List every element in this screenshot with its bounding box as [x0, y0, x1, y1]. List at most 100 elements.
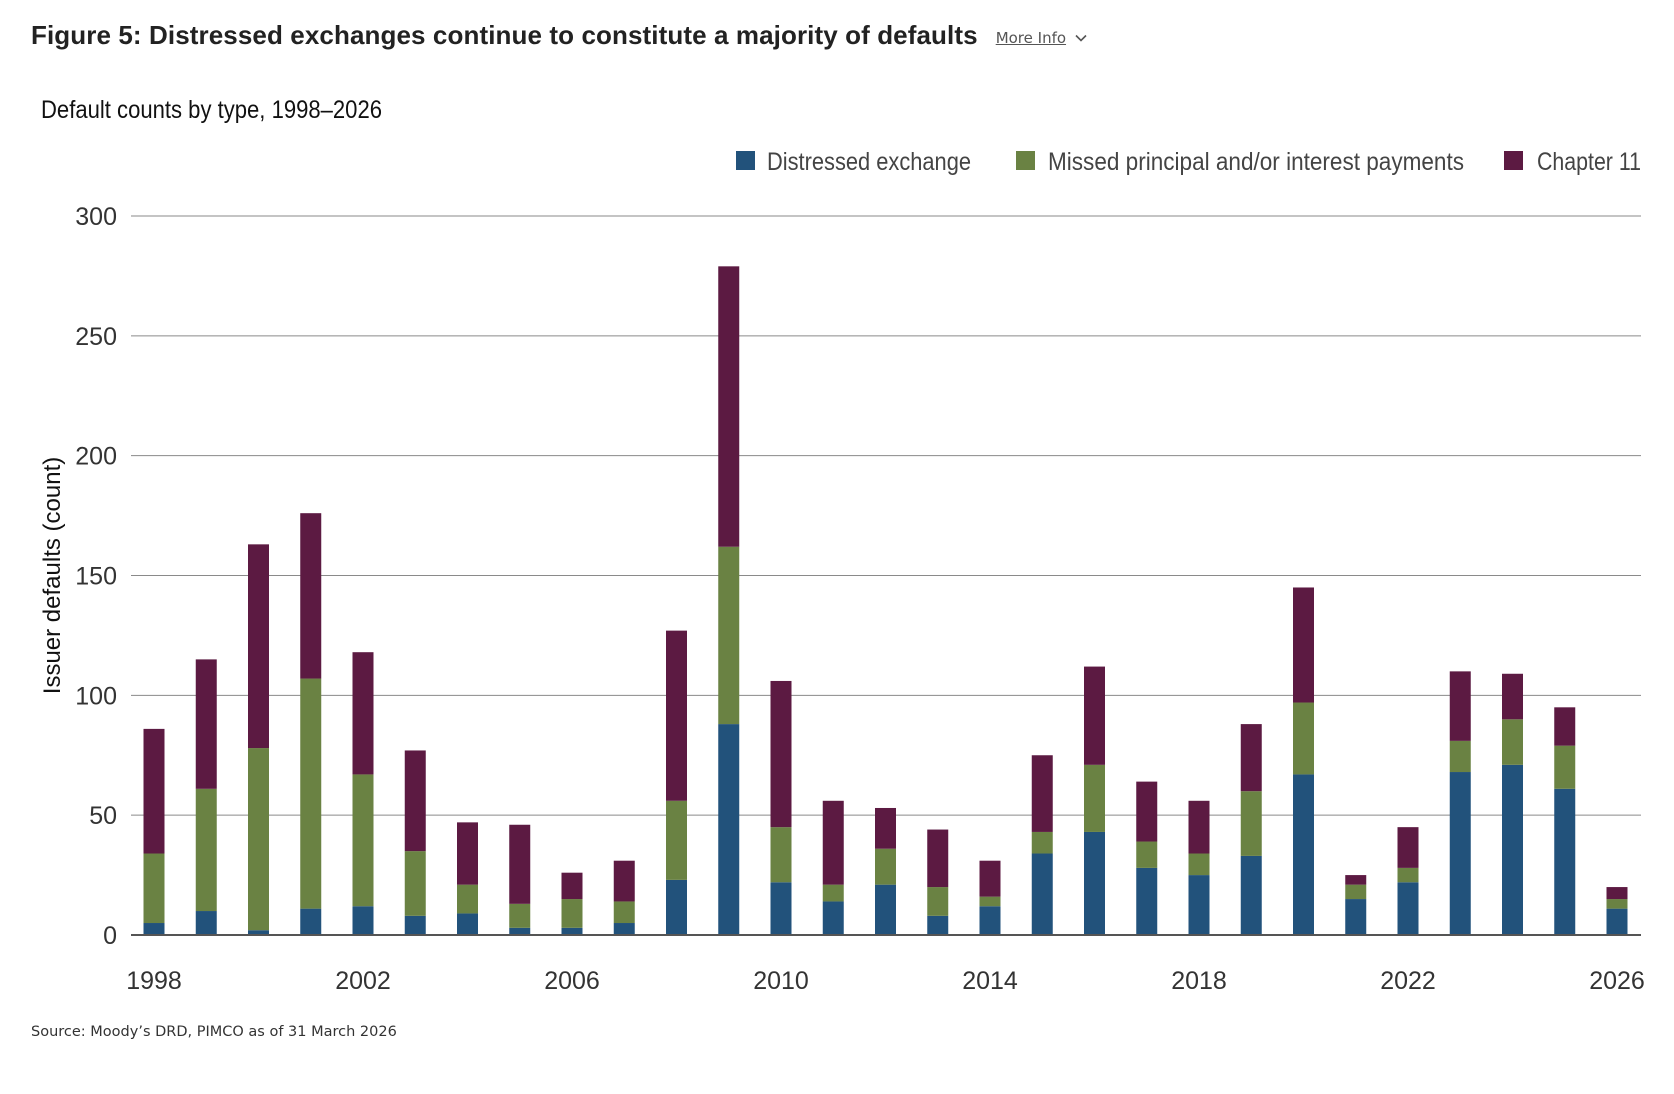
more-info-toggle[interactable]: More Info	[996, 29, 1088, 47]
bar-segment-distressed-exchange-2000	[248, 930, 269, 935]
bar-segment-distressed-exchange-2012	[875, 884, 896, 935]
bar-segment-chapter-11-2001	[300, 513, 322, 679]
bar-segment-missed-payments-2011	[822, 884, 844, 902]
bar-segment-missed-payments-2002	[352, 774, 374, 907]
bar-segment-distressed-exchange-1998	[143, 923, 165, 935]
bar-segment-missed-payments-2009	[718, 546, 740, 725]
bar-segment-chapter-11-2025	[1554, 707, 1576, 746]
bar-segment-missed-payments-2007	[613, 901, 635, 924]
bar-segment-distressed-exchange-2024	[1502, 764, 1523, 935]
bar-segment-distressed-exchange-2014	[979, 906, 1001, 935]
bar-segment-chapter-11-2011	[822, 800, 844, 885]
bar-segment-distressed-exchange-2023	[1449, 772, 1471, 935]
bar-segment-distressed-exchange-2018	[1188, 875, 1210, 935]
y-tick-label: 50	[89, 802, 117, 830]
bar-segment-chapter-11-1998	[143, 728, 165, 854]
chart-subtitle: Default counts by type, 1998–2026	[41, 96, 382, 124]
bar-segment-distressed-exchange-2008	[666, 879, 687, 935]
bar-segment-chapter-11-2024	[1502, 673, 1523, 720]
bar-segment-chapter-11-2021	[1345, 875, 1367, 885]
bar-segment-distressed-exchange-2020	[1293, 774, 1314, 935]
bar-segment-missed-payments-2010	[770, 827, 792, 883]
legend-swatch	[736, 151, 755, 170]
bar-segment-missed-payments-2017	[1136, 841, 1158, 868]
bar-segment-missed-payments-2021	[1345, 884, 1367, 900]
bar-segment-missed-payments-2020	[1293, 702, 1314, 775]
bar-segment-chapter-11-2010	[770, 680, 792, 828]
bar-segment-chapter-11-2020	[1293, 587, 1314, 703]
bar-segment-missed-payments-2014	[979, 896, 1001, 907]
y-tick-label: 200	[75, 443, 117, 471]
legend-swatch	[1504, 151, 1523, 170]
bar-segment-chapter-11-2023	[1449, 671, 1471, 741]
bar-segment-distressed-exchange-2021	[1345, 899, 1367, 935]
bar-segment-missed-payments-2015	[1031, 831, 1053, 854]
bar-segment-chapter-11-2008	[666, 630, 687, 801]
bar-segment-missed-payments-2018	[1188, 853, 1210, 876]
bar-segment-chapter-11-2013	[927, 829, 949, 888]
bar-segment-missed-payments-2001	[300, 678, 322, 909]
legend-label: Distressed exchange	[767, 148, 971, 176]
bar-segment-chapter-11-2022	[1397, 827, 1419, 868]
bar-segment-chapter-11-2026	[1606, 887, 1628, 900]
bar-segment-distressed-exchange-2026	[1606, 908, 1628, 935]
bar-segment-missed-payments-2019	[1240, 791, 1262, 856]
bar-segment-chapter-11-2019	[1240, 724, 1262, 792]
bar-segment-distressed-exchange-2002	[352, 906, 374, 935]
chevron-down-icon	[1075, 34, 1087, 42]
x-tick-label: 2026	[1589, 967, 1645, 995]
bar-segment-chapter-11-2004	[457, 822, 478, 885]
y-axis-label: Issuer defaults (count)	[39, 457, 66, 694]
bar-segment-missed-payments-2000	[248, 748, 269, 931]
bar-segment-distressed-exchange-2010	[770, 882, 792, 935]
bar-segment-missed-payments-2024	[1502, 719, 1523, 765]
legend-swatch	[1016, 151, 1035, 170]
bar-segment-distressed-exchange-2017	[1136, 867, 1158, 935]
bar-segment-distressed-exchange-2006	[561, 927, 583, 935]
bar-segment-distressed-exchange-2003	[404, 915, 426, 935]
bar-segment-distressed-exchange-2011	[822, 901, 844, 935]
bar-segment-distressed-exchange-2016	[1084, 831, 1105, 935]
bar-segment-distressed-exchange-2019	[1240, 855, 1262, 935]
bar-segment-distressed-exchange-1999	[195, 911, 217, 935]
x-tick-label: 2022	[1380, 967, 1436, 995]
bar-segment-missed-payments-2025	[1554, 745, 1576, 789]
bar-segment-missed-payments-2012	[875, 848, 896, 885]
bar-segment-chapter-11-2018	[1188, 800, 1210, 854]
bar-segment-distressed-exchange-2007	[613, 923, 635, 935]
x-tick-label: 2010	[753, 967, 809, 995]
bar-segment-missed-payments-2026	[1606, 899, 1628, 909]
bar-segment-missed-payments-1998	[143, 853, 165, 924]
bar-segment-distressed-exchange-2015	[1031, 853, 1053, 935]
bar-segment-chapter-11-2005	[509, 824, 531, 904]
bar-segment-missed-payments-2023	[1449, 740, 1471, 773]
bar-segment-distressed-exchange-2009	[718, 724, 740, 935]
source-note: Source: Moody’s DRD, PIMCO as of 31 Marc…	[31, 1024, 397, 1040]
bar-segment-chapter-11-2016	[1084, 666, 1105, 765]
bar-segment-chapter-11-2006	[561, 872, 583, 900]
x-tick-label: 2006	[544, 967, 600, 995]
x-tick-label: 2002	[335, 967, 391, 995]
legend-label: Chapter 11	[1537, 148, 1641, 176]
x-tick-label: 2014	[962, 967, 1018, 995]
bar-segment-missed-payments-2006	[561, 899, 583, 928]
bar-segment-distressed-exchange-2001	[300, 908, 322, 935]
bar-segment-chapter-11-2017	[1136, 781, 1158, 842]
legend-label: Missed principal and/or interest payment…	[1048, 148, 1464, 176]
bar-segment-missed-payments-2003	[404, 851, 426, 916]
bar-segment-chapter-11-2007	[613, 860, 635, 902]
x-tick-label: 1998	[126, 967, 182, 995]
bar-segment-chapter-11-2009	[718, 266, 740, 547]
bar-segment-missed-payments-2016	[1084, 764, 1105, 832]
bar-segment-distressed-exchange-2005	[509, 927, 531, 935]
figure-title: Figure 5: Distressed exchanges continue …	[31, 20, 978, 50]
figure-header: Figure 5: Distressed exchanges continue …	[31, 20, 1088, 51]
bar-segment-distressed-exchange-2022	[1397, 882, 1419, 935]
bar-segment-distressed-exchange-2025	[1554, 788, 1576, 935]
bar-segment-chapter-11-2000	[248, 544, 269, 749]
bar-segment-chapter-11-2012	[875, 807, 896, 849]
bar-segment-missed-payments-2005	[509, 903, 531, 928]
bar-segment-missed-payments-2004	[457, 884, 478, 914]
y-tick-label: 300	[75, 203, 117, 231]
